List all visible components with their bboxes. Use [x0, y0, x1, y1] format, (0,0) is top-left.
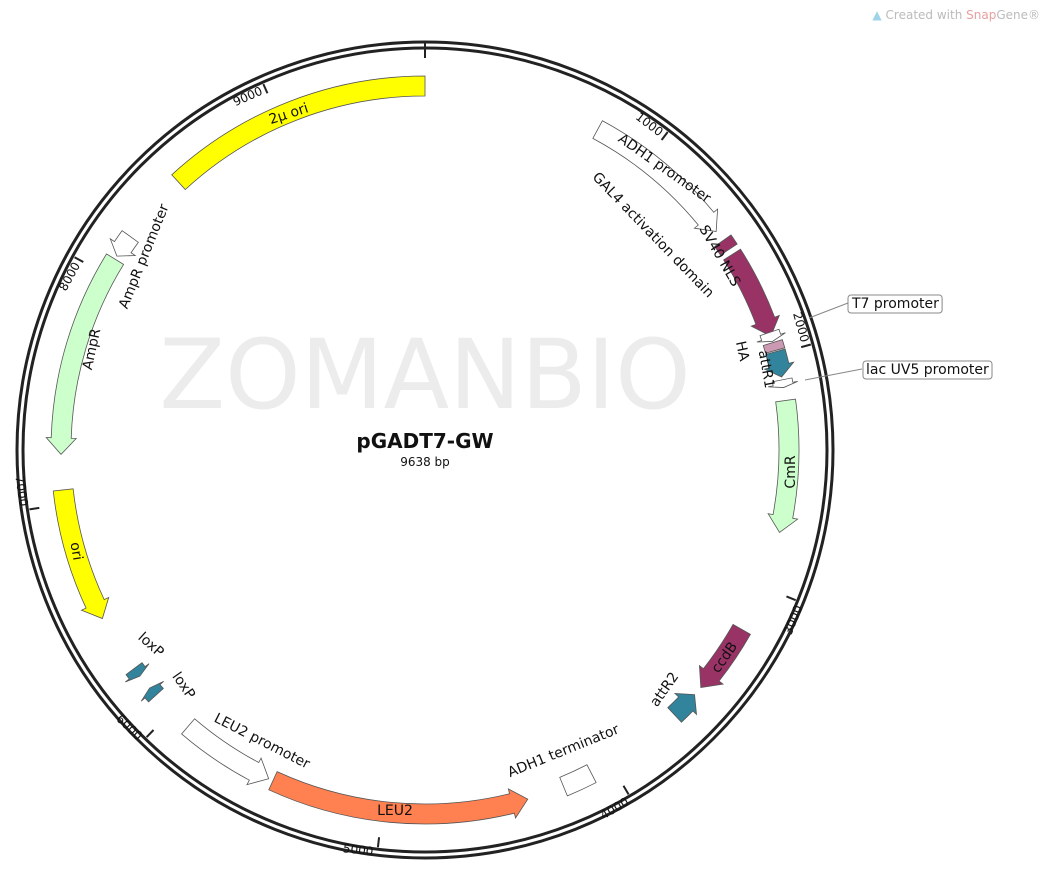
tick-label: 1000 [633, 109, 666, 139]
feature-lac-uv5-promoter[interactable] [768, 377, 798, 388]
watermark: ZOMANBIO [159, 319, 690, 431]
label-t7-promoter: T7 promoter [851, 296, 939, 312]
label-ha: HA [732, 340, 752, 363]
feature-ccdb[interactable] [698, 623, 751, 688]
tick-label: 5000 [342, 841, 374, 858]
label-adh1-terminator: ADH1 terminator [505, 722, 621, 781]
credit-suffix: Gene® [996, 8, 1040, 22]
tick-label: 4000 [598, 795, 631, 823]
tick-9000 [262, 83, 269, 94]
feature-attr1[interactable] [763, 348, 795, 378]
label-ampr-promoter: AmpR promoter [116, 202, 173, 311]
feature-leu2-promoter[interactable] [181, 718, 270, 786]
feature-sv40-nls[interactable] [714, 234, 738, 256]
callout-line [804, 368, 863, 381]
feature-t7-promoter[interactable] [756, 328, 786, 343]
feature-gal4-activation-domain[interactable] [723, 248, 781, 337]
snapgene-credit: ▲ Created with SnapGene® [872, 8, 1040, 22]
tick-label: 7000 [12, 475, 30, 507]
credit-brand: Snap [966, 8, 997, 22]
feature-ampr-promoter[interactable] [109, 230, 139, 257]
tick-label: 3000 [781, 603, 805, 637]
tick-label: 6000 [113, 712, 145, 743]
tick-4000 [622, 785, 630, 795]
label-cmr: CmR [783, 455, 799, 488]
snapgene-leaf-icon: ▲ [872, 8, 882, 22]
label-loxp: loxP [168, 669, 198, 702]
feature-ampr[interactable] [45, 253, 125, 455]
plasmid-length: 9638 bp [400, 455, 450, 469]
label-leu2: LEU2 [377, 803, 413, 819]
credit-prefix: Created with [885, 8, 967, 22]
tick-label: 2000 [790, 311, 812, 344]
feature-adh1-terminator[interactable] [559, 764, 597, 797]
label-ori: ori [66, 541, 85, 562]
label-loxp: loxP [135, 629, 167, 660]
feature-ori[interactable] [52, 488, 110, 620]
feature-loxp[interactable] [140, 680, 164, 703]
feature-cmr[interactable] [767, 398, 800, 534]
tick-6000 [145, 729, 155, 738]
label-attr1: attR1 [755, 349, 777, 389]
tick-7000 [29, 506, 40, 511]
callout-box [847, 294, 943, 314]
feature-ha[interactable] [762, 339, 786, 354]
tick-5000 [376, 837, 381, 848]
feature-adh1-promoter[interactable] [592, 120, 719, 232]
features [45, 75, 800, 825]
callout-box [862, 360, 993, 380]
tick-1000 [660, 131, 669, 141]
tick-2000 [800, 343, 812, 349]
feature-attr2[interactable] [667, 693, 698, 723]
feature-2-ori[interactable] [171, 75, 426, 191]
label-lac-uv5-promoter: lac UV5 promoter [866, 362, 989, 378]
callout-line [808, 302, 849, 319]
tick-8000 [74, 256, 84, 263]
plasmid-name: pGADT7-GW [356, 429, 493, 453]
feature-loxp[interactable] [125, 662, 150, 683]
tick-3000 [786, 595, 797, 602]
feature-leu2[interactable] [268, 771, 529, 825]
label-adh1-promoter: ADH1 promoter [615, 131, 714, 207]
